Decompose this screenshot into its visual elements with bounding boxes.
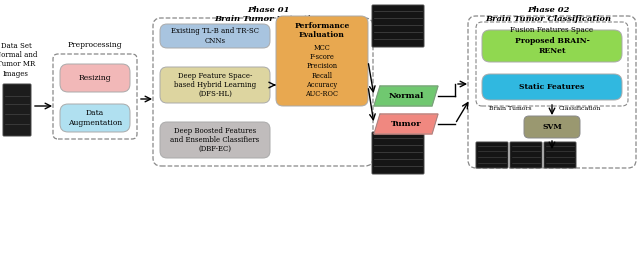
- FancyBboxPatch shape: [372, 132, 424, 174]
- Text: Deep Boosted Features
and Ensemble Classifiers
(DBF-EC): Deep Boosted Features and Ensemble Class…: [170, 127, 260, 153]
- Text: Proposed BRAIN-
RENet: Proposed BRAIN- RENet: [515, 37, 589, 55]
- Polygon shape: [374, 114, 438, 134]
- FancyBboxPatch shape: [482, 30, 622, 62]
- FancyBboxPatch shape: [3, 84, 31, 136]
- Text: Normal: Normal: [388, 92, 424, 100]
- FancyBboxPatch shape: [544, 142, 576, 168]
- Text: Brain Tumors: Brain Tumors: [489, 106, 531, 111]
- FancyBboxPatch shape: [60, 64, 130, 92]
- Polygon shape: [374, 86, 438, 106]
- Text: Resizing: Resizing: [79, 74, 111, 82]
- Text: Data
Augmentation: Data Augmentation: [68, 109, 122, 126]
- FancyBboxPatch shape: [482, 74, 622, 100]
- FancyBboxPatch shape: [160, 122, 270, 158]
- Text: MCC
F-score
Precision
Recall
Accuracy
AUC-ROC: MCC F-score Precision Recall Accuracy AU…: [305, 44, 339, 98]
- Text: Data Set
Normal and
Tumor MR
Images: Data Set Normal and Tumor MR Images: [0, 42, 37, 78]
- FancyBboxPatch shape: [160, 24, 270, 48]
- FancyBboxPatch shape: [476, 142, 508, 168]
- Text: Classification: Classification: [559, 106, 601, 111]
- Text: Existing TL-B and TR-SC
CNNs: Existing TL-B and TR-SC CNNs: [171, 27, 259, 45]
- Text: Deep Feature Space-
based Hybrid Learning
(DFS-HL): Deep Feature Space- based Hybrid Learnin…: [174, 72, 256, 98]
- Text: Preprocessing: Preprocessing: [68, 41, 122, 49]
- FancyBboxPatch shape: [60, 104, 130, 132]
- FancyBboxPatch shape: [510, 142, 542, 168]
- Text: Fusion Features Space: Fusion Features Space: [511, 26, 593, 34]
- Text: SVM: SVM: [542, 123, 562, 131]
- FancyBboxPatch shape: [372, 5, 424, 47]
- FancyBboxPatch shape: [276, 16, 368, 106]
- Text: Phase 02
Brain Tumor Classification: Phase 02 Brain Tumor Classification: [485, 6, 611, 23]
- Text: Performance
Evaluation: Performance Evaluation: [294, 22, 349, 39]
- Text: Static Features: Static Features: [519, 83, 585, 91]
- FancyBboxPatch shape: [524, 116, 580, 138]
- Text: Phase 01
Brain Tumor Detection: Phase 01 Brain Tumor Detection: [214, 6, 322, 23]
- FancyBboxPatch shape: [160, 67, 270, 103]
- Text: Tumor: Tumor: [390, 120, 421, 128]
